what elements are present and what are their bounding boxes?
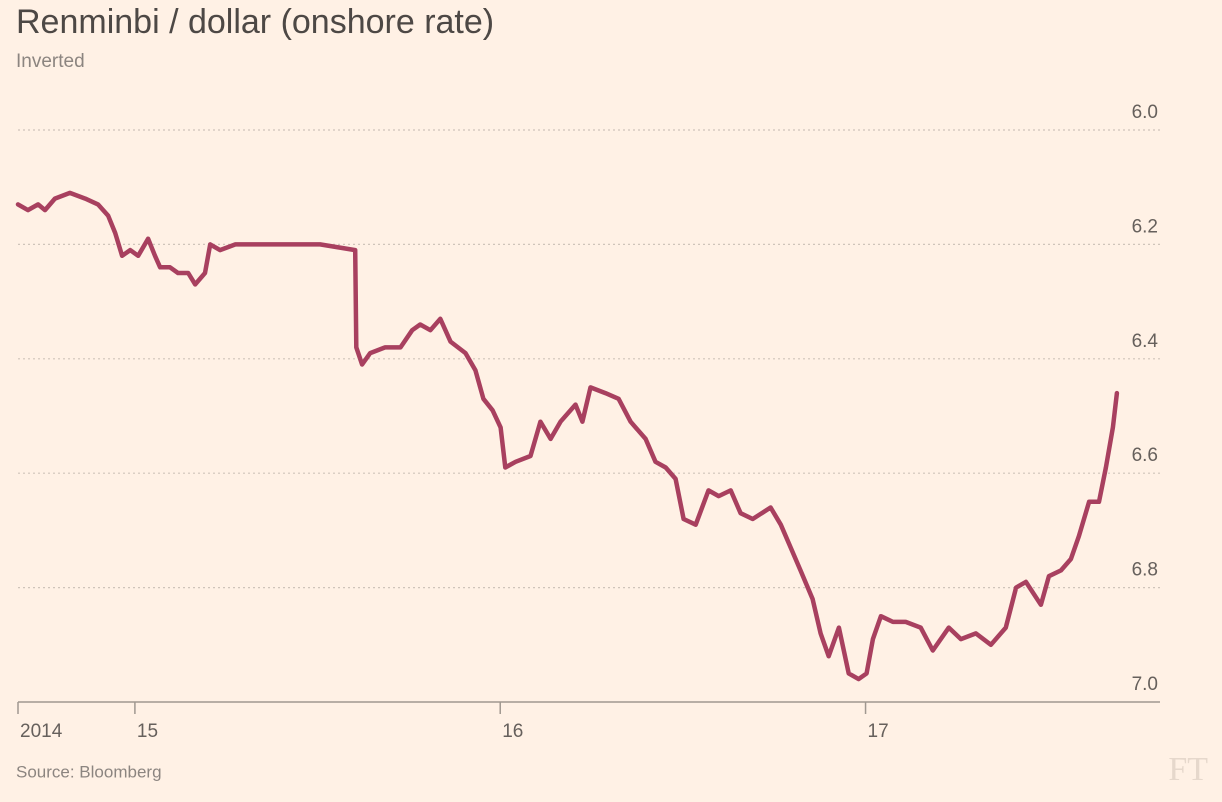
chart-title: Renminbi / dollar (onshore rate) [16,3,494,41]
logo: FT [1168,751,1208,788]
data-line [15,190,1120,682]
y-tick-label: 7.0 [1132,674,1158,695]
x-tick-label: 17 [868,721,889,742]
y-tick-label: 6.0 [1132,102,1158,123]
y-tick-label: 6.6 [1132,445,1158,466]
x-tick-label: 15 [137,721,158,742]
y-tick-label: 6.2 [1132,216,1158,237]
y-tick-label: 6.8 [1132,560,1158,581]
x-tick-label: 2014 [20,721,63,742]
chart-subtitle: Inverted [16,51,85,72]
y-tick-label: 6.4 [1132,331,1159,352]
source: Source: Bloomberg [16,762,162,781]
x-tick-label: 16 [502,721,523,742]
